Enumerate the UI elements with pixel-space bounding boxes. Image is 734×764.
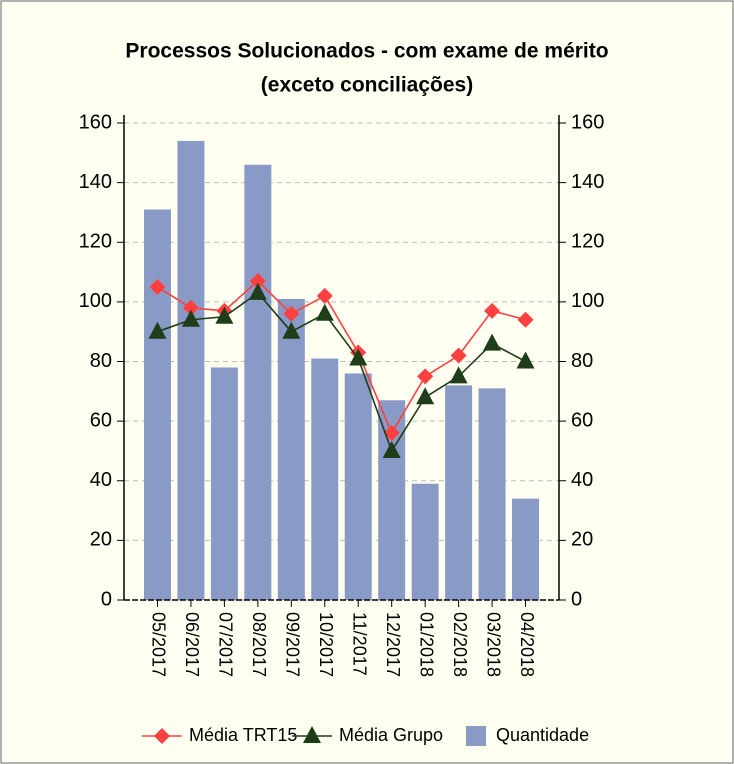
marker <box>215 306 234 324</box>
bar <box>277 298 305 600</box>
marker <box>182 299 199 316</box>
y2-tick-label: 80 <box>571 350 593 372</box>
bar <box>311 358 339 600</box>
y-tick-label: 120 <box>79 231 112 253</box>
marker <box>148 321 167 339</box>
marker <box>450 347 467 364</box>
y-tick-label: 20 <box>90 529 112 551</box>
y2-tick-label: 0 <box>571 588 582 610</box>
legend-marker <box>303 726 321 743</box>
x-tick-label: 10/2017 <box>316 612 336 677</box>
marker <box>248 282 267 300</box>
x-tick-label: 09/2017 <box>283 612 303 677</box>
marker <box>517 311 534 328</box>
marker <box>383 425 400 442</box>
legend-label: Média Grupo <box>339 725 443 745</box>
legend-swatch <box>466 726 486 746</box>
y2-tick-label: 20 <box>571 529 593 551</box>
x-tick-label: 01/2018 <box>416 612 436 677</box>
bar <box>411 483 439 600</box>
bar <box>143 209 171 601</box>
marker <box>516 351 535 369</box>
chart-title: Processos Solucionados - com exame de mé… <box>125 40 608 63</box>
marker <box>483 333 502 351</box>
marker <box>484 302 501 319</box>
bar <box>512 498 540 600</box>
line <box>157 291 526 453</box>
bar <box>244 164 272 601</box>
marker <box>249 273 266 290</box>
x-tick-label: 03/2018 <box>483 612 503 677</box>
bar <box>478 388 506 600</box>
y-tick-label: 140 <box>79 171 112 193</box>
marker <box>449 366 468 384</box>
marker <box>282 321 301 339</box>
marker <box>283 305 300 322</box>
x-tick-label: 04/2018 <box>517 612 537 677</box>
y-tick-label: 100 <box>79 290 112 312</box>
legend-marker <box>154 728 170 744</box>
y2-tick-label: 60 <box>571 409 593 431</box>
y2-tick-label: 140 <box>571 171 604 193</box>
x-tick-label: 05/2017 <box>149 612 169 677</box>
marker <box>181 309 200 327</box>
y-tick-label: 160 <box>79 111 112 133</box>
y-tick-label: 60 <box>90 409 112 431</box>
x-tick-label: 08/2017 <box>249 612 269 677</box>
y-tick-label: 40 <box>90 469 112 491</box>
legend-label: Quantidade <box>496 725 589 745</box>
y2-tick-label: 40 <box>571 469 593 491</box>
bar <box>344 373 372 600</box>
y-tick-label: 80 <box>90 350 112 372</box>
y2-tick-label: 120 <box>571 231 604 253</box>
bar <box>445 385 473 600</box>
x-tick-label: 02/2018 <box>450 612 470 677</box>
marker <box>416 387 435 405</box>
marker <box>382 440 401 458</box>
bar <box>210 367 238 600</box>
marker <box>417 368 434 385</box>
bar <box>177 140 205 600</box>
y2-tick-label: 100 <box>571 290 604 312</box>
x-tick-label: 06/2017 <box>182 612 202 677</box>
x-tick-label: 07/2017 <box>216 612 236 677</box>
legend-label: Média TRT15 <box>189 725 297 745</box>
y-tick-label: 0 <box>101 588 112 610</box>
marker <box>316 287 333 304</box>
x-tick-label: 11/2017 <box>349 612 369 676</box>
x-tick-label: 12/2017 <box>383 612 403 677</box>
y2-tick-label: 160 <box>571 111 604 133</box>
marker <box>315 303 334 321</box>
marker <box>349 348 368 366</box>
marker <box>149 278 166 295</box>
chart-title: (exceto conciliações) <box>261 74 473 97</box>
